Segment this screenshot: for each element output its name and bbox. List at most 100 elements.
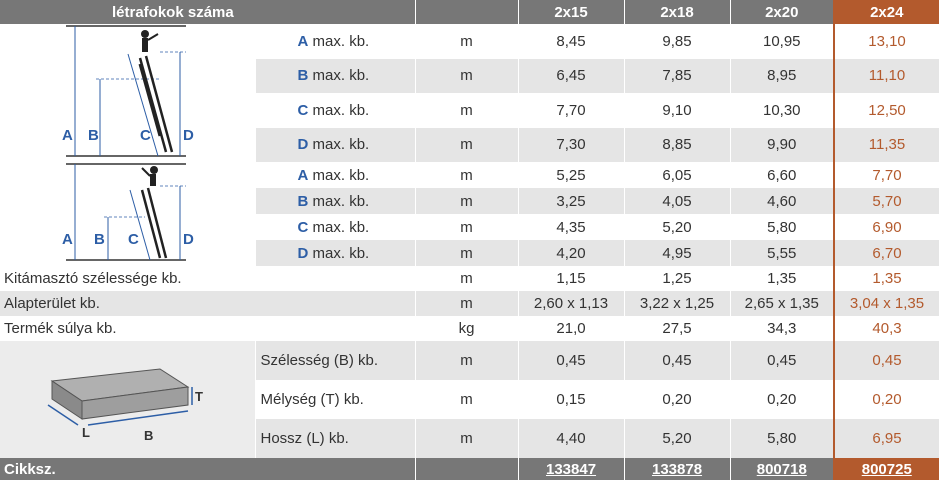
value-cell: 5,20 xyxy=(624,418,731,458)
diagram2-label-d: D xyxy=(183,231,194,248)
value-cell: 0,45 xyxy=(518,341,625,381)
row-label: A max. kb. xyxy=(255,162,416,188)
row-label: B max. kb. xyxy=(255,59,416,93)
value-cell: 0,15 xyxy=(518,380,625,419)
header-col-2: 2x18 xyxy=(624,0,731,24)
row-label-text: Mélység (T) kb. xyxy=(255,380,416,419)
value-cell: 7,70 xyxy=(518,92,625,128)
box-label-l: L xyxy=(82,425,90,440)
value-cell-highlight: 7,70 xyxy=(833,162,939,188)
value-cell: 0,45 xyxy=(730,341,835,381)
diagram2-label-c: C xyxy=(128,231,139,248)
footer-row: Cikksz. 133847 133878 800718 800725 xyxy=(0,458,939,480)
unit-cell: m xyxy=(415,341,519,381)
value-cell: 5,80 xyxy=(730,418,835,458)
value-cell: 1,15 xyxy=(518,266,625,291)
row-label-text: Szélesség (B) kb. xyxy=(255,341,416,381)
unit-cell: m xyxy=(415,127,519,162)
footer-label: Cikksz. xyxy=(0,458,416,480)
value-cell-highlight: 5,70 xyxy=(833,188,939,214)
value-cell: 0,20 xyxy=(730,380,835,419)
ladder-leaning-illustration: A B C D xyxy=(62,25,194,157)
value-cell: 6,05 xyxy=(624,162,731,188)
value-cell: 5,25 xyxy=(518,162,625,188)
dimension-letter: B xyxy=(297,67,309,85)
row-label-text: Termék súlya kb. xyxy=(0,316,416,341)
table-row: C max. kb. m 4,35 5,20 5,80 6,90 xyxy=(0,214,939,240)
table-row: A B C D A max. kb. m 8,45 9,85 10,95 13,… xyxy=(0,24,939,162)
dimension-letter: B xyxy=(297,192,309,210)
header-col-4: 2x24 xyxy=(833,0,939,24)
article-code-link[interactable]: 133878 xyxy=(624,458,731,480)
row-label-text: max. kb. xyxy=(312,244,370,262)
row-label: B max. kb. xyxy=(255,188,416,214)
value-cell: 7,30 xyxy=(518,127,625,162)
value-cell-highlight: 3,04 x 1,35 xyxy=(833,291,939,316)
ladder-diagram-leaning: A B C D xyxy=(0,24,256,162)
table-row: D max. kb. m 7,30 8,85 9,90 11,35 xyxy=(0,127,939,162)
diagram2-label-b: B xyxy=(94,231,105,248)
diagram1-label-b: B xyxy=(88,127,99,144)
box-label-b: B xyxy=(144,428,153,443)
package-box-illustration: T L B xyxy=(47,368,203,443)
value-cell: 0,45 xyxy=(624,341,731,381)
unit-cell: m xyxy=(415,59,519,93)
table-row: C max. kb. m 7,70 9,10 10,30 12,50 xyxy=(0,92,939,128)
row-label: C max. kb. xyxy=(255,214,416,240)
unit-cell: kg xyxy=(415,316,519,341)
unit-cell: m xyxy=(415,92,519,128)
ladder-diagram-standing: A B C D xyxy=(0,162,256,266)
row-label-text: Hossz (L) kb. xyxy=(255,418,416,458)
table-row: A B C D A max. kb. m 5,25 6,05 6,60 7,70 xyxy=(0,162,939,266)
value-cell-highlight: 0,20 xyxy=(833,380,939,419)
value-cell-highlight: 6,90 xyxy=(833,214,939,240)
unit-cell: m xyxy=(415,418,519,458)
package-diagram: T L B xyxy=(0,341,256,458)
value-cell: 4,60 xyxy=(730,188,835,214)
row-label: A max. kb. xyxy=(255,24,416,59)
unit-cell: m xyxy=(415,188,519,214)
value-cell: 1,25 xyxy=(624,266,731,291)
article-code-link[interactable]: 133847 xyxy=(518,458,625,480)
value-cell: 0,20 xyxy=(624,380,731,419)
article-code-link[interactable]: 800718 xyxy=(730,458,835,480)
value-cell-highlight: 11,10 xyxy=(833,59,939,93)
value-cell-highlight: 6,70 xyxy=(833,240,939,266)
value-cell-highlight: 11,35 xyxy=(833,127,939,162)
value-cell: 6,60 xyxy=(730,162,835,188)
value-cell: 10,30 xyxy=(730,92,835,128)
table-row: Termék súlya kb. kg 21,0 27,5 34,3 40,3 xyxy=(0,316,939,341)
value-cell: 4,35 xyxy=(518,214,625,240)
header-col-3: 2x20 xyxy=(730,0,835,24)
value-cell: 5,55 xyxy=(730,240,835,266)
dimension-letter: D xyxy=(297,244,309,262)
row-label-text: max. kb. xyxy=(312,166,370,184)
row-label-text: max. kb. xyxy=(312,218,370,236)
value-cell: 4,40 xyxy=(518,418,625,458)
value-cell-highlight: 40,3 xyxy=(833,316,939,341)
value-cell: 2,65 x 1,35 xyxy=(730,291,835,316)
value-cell-highlight: 0,45 xyxy=(833,341,939,381)
diagram1-label-c: C xyxy=(140,127,151,144)
value-cell: 4,95 xyxy=(624,240,731,266)
row-label-text: max. kb. xyxy=(312,67,370,85)
value-cell: 4,20 xyxy=(518,240,625,266)
value-cell: 4,05 xyxy=(624,188,731,214)
value-cell: 6,45 xyxy=(518,59,625,93)
dimension-letter: A xyxy=(297,33,309,50)
unit-cell: m xyxy=(415,380,519,419)
value-cell: 34,3 xyxy=(730,316,835,341)
value-cell: 8,45 xyxy=(518,24,625,59)
value-cell: 8,85 xyxy=(624,127,731,162)
article-code-link-highlight[interactable]: 800725 xyxy=(833,458,939,480)
unit-cell: m xyxy=(415,162,519,188)
unit-cell: m xyxy=(415,291,519,316)
row-label-text: max. kb. xyxy=(312,33,370,50)
row-label: D max. kb. xyxy=(255,127,416,162)
value-cell: 27,5 xyxy=(624,316,731,341)
header-col-1: 2x15 xyxy=(518,0,625,24)
value-cell-highlight: 12,50 xyxy=(833,92,939,128)
value-cell: 2,60 x 1,13 xyxy=(518,291,625,316)
row-label-text: max. kb. xyxy=(312,101,370,119)
